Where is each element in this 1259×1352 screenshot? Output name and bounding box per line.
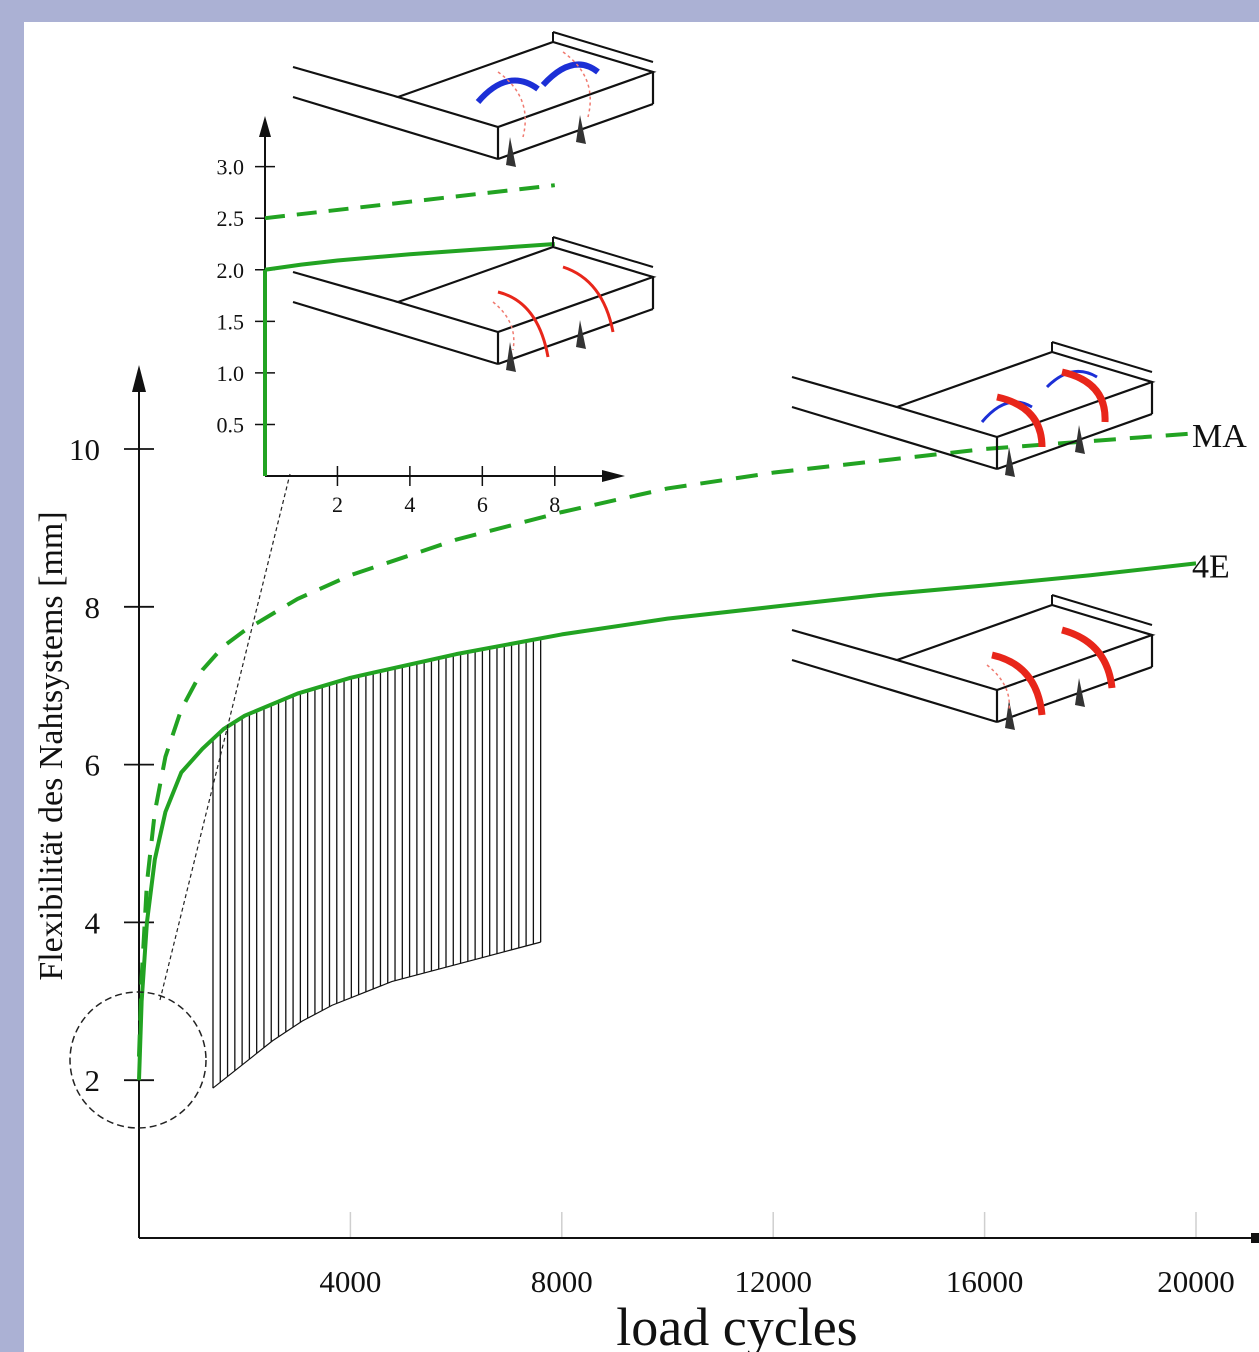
x-tick-label: 12000	[734, 1264, 812, 1299]
x-ticks: 4000 8000 12000 16000 20000	[319, 1264, 1234, 1299]
inset-series-line-1	[264, 241, 555, 272]
x-grid	[349, 1212, 1197, 1238]
suture-arc-red-faint-4	[986, 664, 1011, 711]
sketch-main-top	[790, 340, 1154, 479]
x-tick-label: 16000	[946, 1264, 1024, 1299]
inset-y-axis-arrow	[259, 116, 271, 137]
hatched-band	[212, 638, 542, 1089]
y-tick-label: 8	[85, 590, 101, 625]
y-tick-label: 2	[85, 1063, 101, 1098]
inset-y-tick-label: 0.5	[217, 412, 245, 437]
figure-panel	[24, 22, 1259, 1352]
suture-arc-red-2	[562, 265, 615, 333]
suture-arc-red-6	[1061, 626, 1116, 689]
series-line-4E	[137, 561, 1197, 1081]
main-series	[137, 431, 1197, 1081]
sketch-main-bottom	[790, 593, 1154, 732]
y-tick-label: 6	[85, 748, 101, 783]
inset-x-axis-arrow	[602, 470, 625, 482]
y-axis-title: Flexibilität des Nahtsystems [mm]	[33, 511, 70, 980]
zoom-marker	[69, 473, 291, 1129]
inset-y-tick-label: 2.5	[217, 206, 245, 231]
sketch-inset-top	[291, 30, 655, 169]
inset-y-tick-label: 1.5	[217, 309, 245, 334]
series-line-MA	[137, 431, 1197, 1057]
inset-x-tick-label: 6	[477, 492, 488, 517]
suture-arc-red-1	[497, 290, 550, 358]
suture-arc-red-3	[996, 393, 1046, 448]
series-labels: MA 4E	[1192, 418, 1247, 585]
y-ticks: 2 4 6 8 10	[69, 432, 154, 1098]
hatch-lower-boundary	[212, 941, 541, 1089]
inset-x-ticks: 2 4 6 8	[332, 466, 560, 517]
zoom-connector-line	[159, 473, 291, 1001]
y-tick-label: 4	[85, 905, 101, 940]
suture-arc-red-faint-2	[562, 51, 591, 118]
y-axis-arrow	[132, 365, 146, 392]
x-axis-title: load cycles	[616, 1297, 857, 1352]
inset-y-tick-label: 1.0	[217, 361, 245, 386]
inset-x-tick-label: 2	[332, 492, 343, 517]
series-label-MA: MA	[1192, 418, 1247, 455]
x-axis-arrow	[1251, 1233, 1259, 1243]
y-tick-label: 10	[69, 432, 100, 467]
zoom-circle	[69, 991, 207, 1129]
suture-arc-red-5	[991, 651, 1046, 716]
inset-y-tick-label: 3.0	[217, 155, 245, 180]
inset-y-tick-label: 2.0	[217, 258, 245, 283]
sketch-inset-bottom	[291, 235, 655, 374]
inset-x-tick-label: 8	[549, 492, 560, 517]
inset-series-line-0	[264, 183, 556, 221]
x-tick-label: 8000	[531, 1264, 593, 1299]
suture-arc-red-faint-3	[492, 301, 515, 351]
inset-x-tick-label: 4	[404, 492, 415, 517]
inset-series	[263, 183, 556, 476]
inset-axes	[259, 116, 625, 482]
suture-arc-blue-2	[540, 61, 600, 88]
suture-arc-red-faint-1	[497, 71, 526, 138]
main-axes	[132, 365, 1259, 1243]
suture-arc-blue-1	[475, 77, 540, 104]
suture-arc-red-4	[1061, 368, 1109, 423]
x-tick-label: 4000	[319, 1264, 381, 1299]
series-label-4E: 4E	[1192, 548, 1230, 585]
x-tick-label: 20000	[1157, 1264, 1235, 1299]
